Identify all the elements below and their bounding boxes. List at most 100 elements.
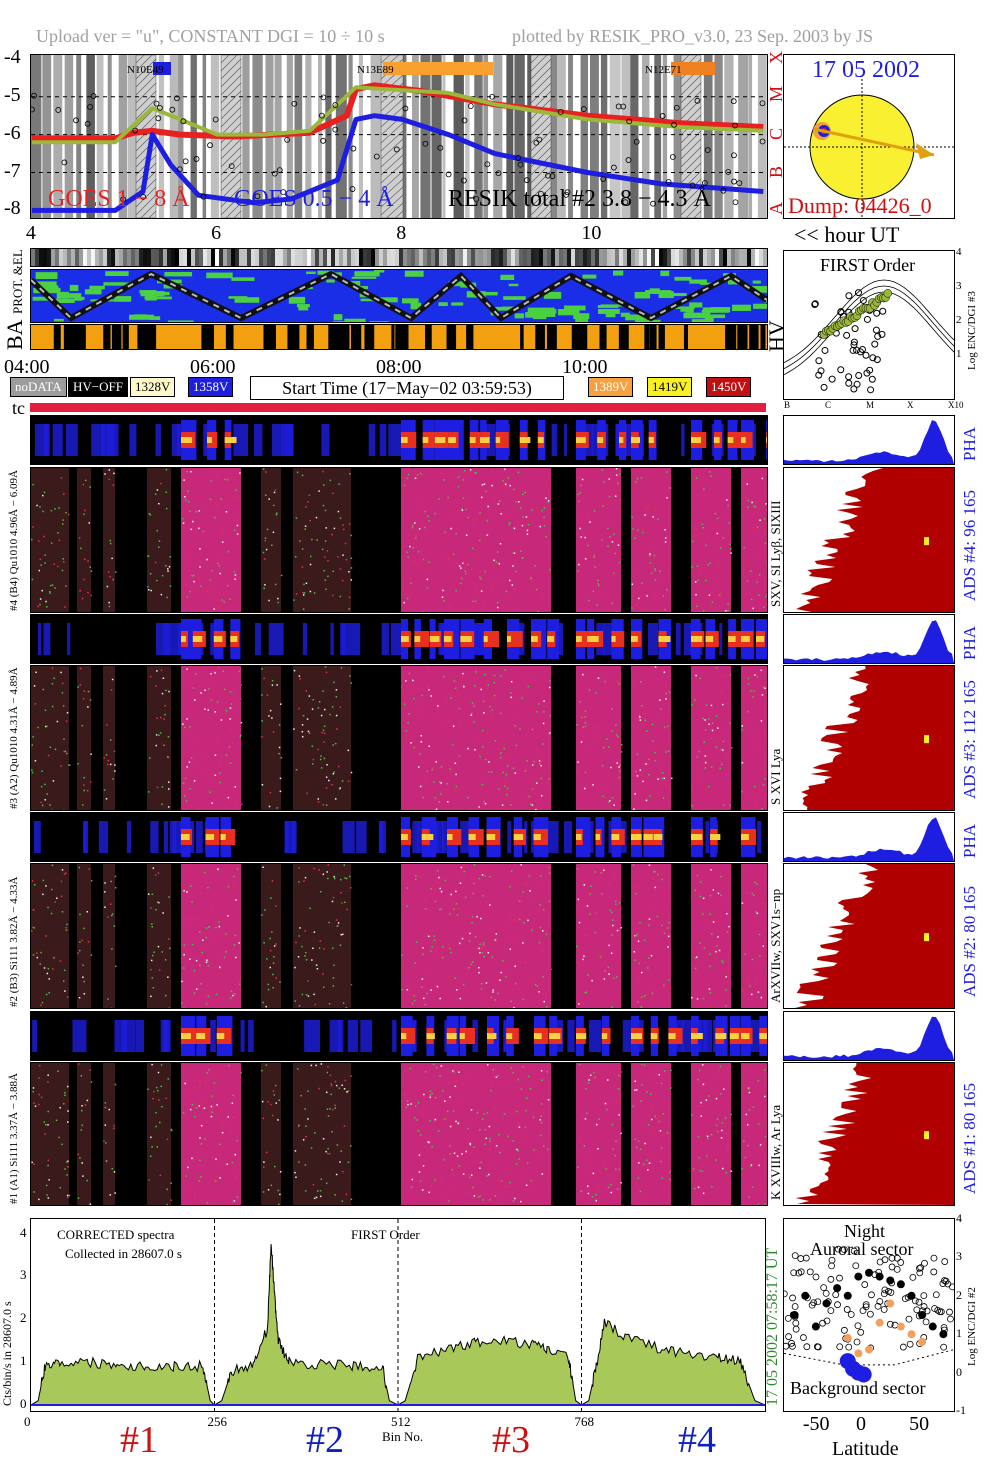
pha-peak-band [401,1028,416,1044]
spectrum-pixel [727,609,729,612]
spectrum-pixel [108,605,111,608]
goes-resik-point [517,161,524,168]
prot-green-band [84,289,102,295]
goes-bg-column [158,55,165,218]
spectrum-pixel [759,1144,762,1146]
spectrum-pixel [727,504,729,507]
goes-hatch-line [233,210,242,218]
pha-blue-band [757,821,762,853]
spectrum-pixel [442,589,444,592]
pha-core-band [533,1033,542,1039]
latitude-auroral: Auroral sector [810,1239,914,1259]
pha-blue-band [163,1020,171,1052]
spectrum-pixel [721,703,724,706]
spectrum-pixel [189,958,191,960]
spectrum-pixel [457,476,460,478]
spectrum-pixel [329,1107,331,1110]
spectrum-pixel [83,980,85,983]
spectrum-pixel [492,698,494,700]
spectrum-pixel [219,763,222,766]
spectrum-pixel [276,512,278,515]
spectrum-pixel [332,1108,334,1111]
spectrum-pixel [199,1159,201,1162]
spectrum-pixel [504,468,506,471]
latitude-point [819,1319,827,1327]
spectrum-pixel [239,472,241,474]
spectrum-pixel [147,893,150,895]
spectrum-pixel [511,584,514,586]
prot-strip-cell [179,249,183,266]
pha-blue-band [381,623,390,655]
spectrum-pixel [588,771,591,774]
spectrum-pixel [691,949,694,951]
spectrum-pixel [89,781,92,783]
spectrum-pixel [271,717,273,719]
spectrum-pixel [193,574,195,577]
spectrum-pixel [62,705,65,707]
spectrum-pixel [442,946,444,948]
spectrum-pixel [41,770,43,773]
spectrum-pixel [81,939,83,942]
prot-strip-cell [395,249,399,266]
spectrum-pixel [79,684,81,686]
ba-gap [204,325,214,349]
spectrum-pixel [424,1003,427,1006]
spectrum-pixel [327,1066,329,1068]
pha-core-band [429,636,440,642]
spectrum-pixel [152,1097,154,1100]
goes-bg-column [621,55,632,218]
latitude-point [862,1301,870,1309]
spectrum-pixel [709,562,711,565]
goes-resik-point [31,106,35,113]
spectrum-pixel [657,873,659,876]
spectrum-pixel [261,668,263,670]
spectrum-pixel [315,516,318,519]
spectrum-pixel [206,1000,208,1003]
spectrum-pixel [705,544,707,547]
spectrum-pixel [46,1194,48,1196]
spectrum-pixel [224,478,226,481]
prot-strip-cell [407,249,411,266]
spectrum-pixel [523,921,525,924]
spectrum-pixel [188,1093,190,1095]
spectrum-pixel [697,780,700,783]
spectrum-pixel [481,868,483,871]
spectrum-pixel [277,1119,279,1121]
spectrum-pixel [220,498,222,501]
spectrum-pixel [322,986,325,989]
spectrum-pixel [443,479,445,481]
spectrum-pixel [342,524,344,526]
first-order-point [868,375,876,383]
spectrum-pixel [652,740,654,742]
prot-strip-cell [187,249,191,266]
spectrum-pixel [349,675,351,677]
pha-blue-band [135,1020,145,1052]
spectrum-pixel [636,887,639,889]
goes-resik-point [610,164,617,171]
channel-1-pha-histogram [783,1011,955,1061]
ba-gap [571,325,579,349]
spectrum-pixel [198,1086,201,1088]
spectrum-pixel [517,683,520,685]
spectrum-pixel [417,766,420,768]
pha-core-band [643,834,653,840]
spectrum-pixel [68,764,70,766]
spectrum-pixel [419,1180,422,1182]
spectrum-pixel [90,594,92,597]
spectrum-pixel [615,474,618,476]
spectrum-pixel [462,562,464,565]
goes-resik-point [176,166,183,173]
spectrum-pixel [79,667,82,670]
spectrum-pixel [151,893,154,896]
spectrum-pixel [89,1203,92,1205]
spectrum-pixel [531,509,533,511]
spectrum-pixel [169,947,171,950]
spectrum-pixel [631,886,633,889]
spectrum-pixel [637,1177,640,1179]
spectrum-pixel [495,576,498,579]
spectrum-pixel [167,568,169,570]
pha-core-band [619,437,624,443]
prot-strip-cell [235,249,239,266]
spectrum-pixel [542,950,544,953]
spectrum-pixel [456,1155,459,1157]
